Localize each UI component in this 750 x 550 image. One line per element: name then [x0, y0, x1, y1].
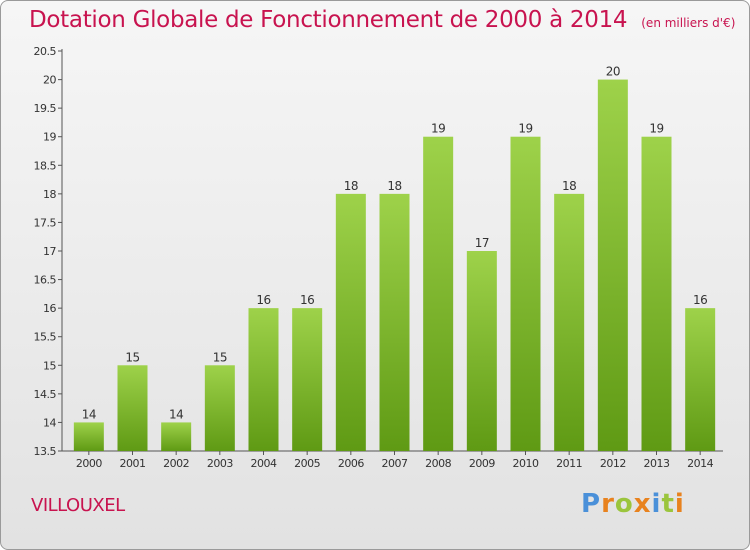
x-tick-label: 2003 [207, 457, 233, 470]
logo-letter: o [614, 489, 634, 519]
logo-letter: x [633, 489, 652, 519]
y-tick-label: 15.5 [34, 331, 57, 344]
bar [423, 136, 454, 451]
x-tick-label: 2001 [120, 457, 146, 470]
bar [292, 308, 323, 451]
bar [510, 136, 541, 451]
y-tick-label: 16 [43, 302, 56, 315]
bar [685, 308, 716, 451]
bar [466, 251, 497, 451]
data-label: 18 [344, 179, 358, 193]
data-label: 16 [300, 293, 314, 307]
data-label: 16 [256, 293, 270, 307]
bar [117, 365, 148, 451]
bar [73, 422, 104, 451]
data-label: 14 [82, 407, 96, 421]
bar [641, 136, 672, 451]
x-tick-label: 2000 [76, 457, 102, 470]
data-label: 15 [125, 350, 139, 364]
x-tick-label: 2011 [556, 457, 582, 470]
x-tick-label: 2005 [294, 457, 320, 470]
logo-letter: i [674, 489, 685, 519]
bar [204, 365, 235, 451]
data-label: 20 [606, 65, 620, 79]
y-tick-label: 14.5 [34, 388, 57, 401]
logo-letter: P [581, 489, 602, 519]
data-label: 19 [518, 122, 532, 136]
y-tick-label: 17.5 [34, 216, 57, 229]
x-tick-label: 2010 [513, 457, 539, 470]
bar [335, 193, 366, 451]
y-tick-label: 15 [43, 359, 56, 372]
x-tick-label: 2008 [425, 457, 451, 470]
data-label: 14 [169, 407, 183, 421]
y-tick-label: 17 [43, 245, 56, 258]
x-tick-label: 2002 [163, 457, 189, 470]
y-tick-label: 18 [43, 188, 56, 201]
logo-letter: t [661, 489, 675, 519]
data-label: 17 [475, 236, 489, 250]
data-label: 19 [649, 122, 663, 136]
y-tick-label: 14 [43, 416, 56, 429]
commune-name: VILLOUXEL [31, 495, 125, 516]
y-tick-label: 18.5 [34, 159, 57, 172]
unit-label: (en milliers d'€) [641, 16, 736, 30]
bar [554, 193, 585, 451]
bar [248, 308, 279, 451]
proxiti-logo[interactable]: Proxiti [581, 489, 685, 519]
y-tick-label: 20.5 [34, 45, 57, 58]
logo-letter: r [601, 489, 615, 519]
data-label: 19 [431, 122, 445, 136]
data-label: 15 [213, 350, 227, 364]
y-tick-label: 19 [43, 131, 56, 144]
x-tick-label: 2006 [338, 457, 364, 470]
data-label: 16 [693, 293, 707, 307]
x-tick-label: 2014 [687, 457, 713, 470]
bar [379, 193, 410, 451]
title-text: Dotation Globale de Fonctionnement de 20… [29, 7, 628, 33]
x-tick-label: 2007 [382, 457, 408, 470]
data-label: 18 [387, 179, 401, 193]
y-tick-label: 16.5 [34, 274, 57, 287]
bar [161, 422, 192, 451]
y-tick-label: 19.5 [34, 102, 57, 115]
y-tick-label: 13.5 [34, 445, 57, 458]
x-tick-label: 2013 [644, 457, 670, 470]
x-tick-label: 2009 [469, 457, 495, 470]
chart-title: Dotation Globale de Fonctionnement de 20… [29, 7, 735, 33]
data-label: 18 [562, 179, 576, 193]
y-tick-label: 20 [43, 74, 56, 87]
x-tick-label: 2004 [251, 457, 277, 470]
bar [597, 79, 628, 452]
x-tick-label: 2012 [600, 457, 626, 470]
logo-letter: i [651, 489, 662, 519]
